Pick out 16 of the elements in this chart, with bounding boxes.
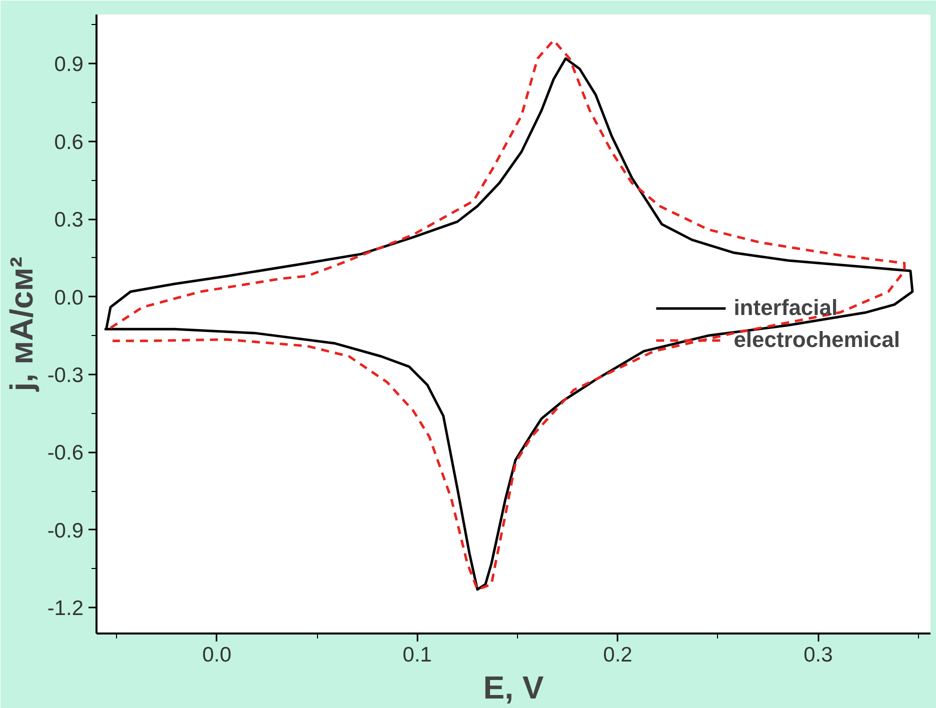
y-tick-label: -1.2 [47, 597, 84, 620]
y-tick-label: -0.3 [47, 364, 84, 388]
y-tick-label: 0.3 [54, 208, 84, 232]
y-axis-title: j, мА/см² [3, 256, 40, 392]
y-tick-label: -0.6 [47, 442, 84, 465]
y-tick-label: 0.9 [54, 53, 84, 76]
x-tick-label: 0.2 [603, 644, 632, 666]
legend-label: electrochemical [734, 326, 900, 352]
x-tick-label: 0.0 [202, 644, 232, 666]
y-tick-label: 0.0 [54, 286, 84, 310]
y-tick-label: 0.6 [54, 130, 84, 154]
x-tick-label: 0.1 [402, 644, 432, 666]
x-tick-label: 0.3 [804, 644, 833, 666]
x-axis-title: E, V [483, 670, 544, 706]
y-tick-label: -0.9 [47, 519, 84, 542]
legend-label: interfacial [734, 294, 838, 320]
